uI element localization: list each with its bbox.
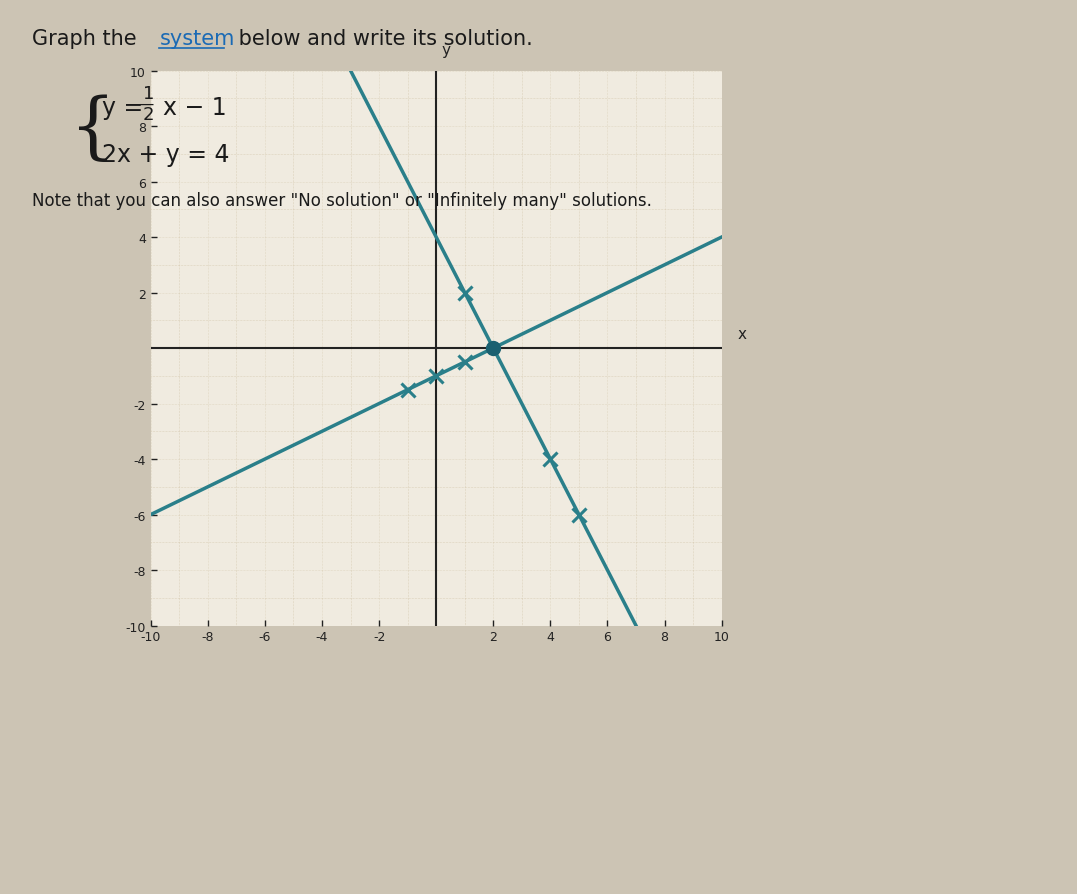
Text: below and write its solution.: below and write its solution. — [232, 29, 532, 48]
Text: x − 1: x − 1 — [163, 96, 226, 120]
Text: 2: 2 — [143, 105, 154, 123]
Text: y: y — [442, 43, 450, 58]
Text: 1: 1 — [143, 85, 154, 103]
Text: system: system — [159, 29, 235, 48]
Text: x: x — [737, 327, 746, 342]
Text: Note that you can also answer "No solution" or "Infinitely many" solutions.: Note that you can also answer "No soluti… — [32, 192, 653, 210]
Text: Graph the: Graph the — [32, 29, 143, 48]
Text: {: { — [70, 94, 116, 164]
Text: —: — — [138, 97, 153, 112]
Text: 2x + y = 4: 2x + y = 4 — [102, 143, 229, 167]
Text: y =: y = — [102, 96, 143, 120]
